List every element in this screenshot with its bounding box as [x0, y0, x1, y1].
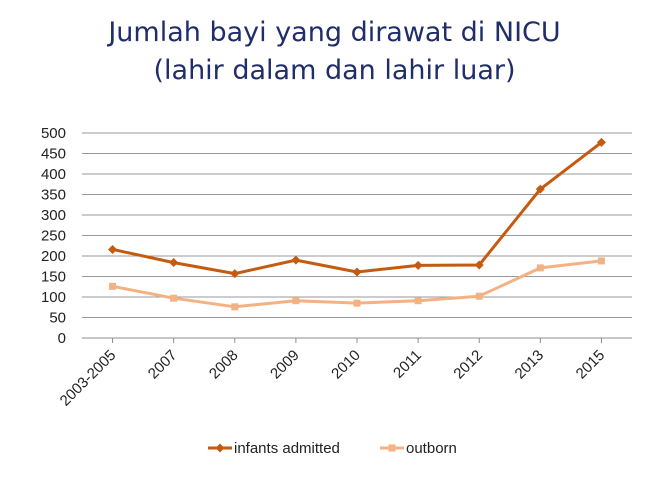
- x-tick-label: 2008: [206, 347, 242, 383]
- data-point-infants-admitted: [535, 184, 545, 194]
- data-point-infants-admitted: [596, 137, 606, 147]
- data-point-infants-admitted: [230, 269, 240, 279]
- data-point-infants-admitted: [352, 267, 362, 277]
- x-tick-label: 2009: [267, 347, 303, 383]
- y-tick-label: 350: [41, 187, 66, 204]
- data-point-infants-admitted: [169, 258, 179, 268]
- y-tick-label: 0: [58, 330, 66, 347]
- data-point-outborn: [536, 264, 544, 272]
- y-tick-label: 300: [41, 207, 66, 224]
- data-point-outborn: [170, 294, 178, 302]
- x-tick-label: 2007: [145, 347, 181, 383]
- data-point-infants-admitted: [291, 255, 301, 265]
- data-point-infants-admitted: [108, 244, 118, 254]
- chart-legend: infants admitted outborn: [208, 440, 457, 457]
- data-point-outborn: [353, 299, 361, 307]
- data-point-outborn: [292, 297, 300, 305]
- y-tick-label: 50: [49, 310, 66, 327]
- legend-marker-infants-admitted: [215, 443, 225, 453]
- data-point-infants-admitted: [413, 260, 423, 270]
- chart-title-line-1: Jumlah bayi yang dirawat di NICU: [108, 17, 561, 48]
- x-axis-tick-labels: 2003-2005 2007 2008 2009 2010 2011 2012 2013 201…: [57, 347, 609, 410]
- x-tick-label: 2012: [450, 347, 486, 383]
- data-point-outborn: [109, 282, 117, 290]
- legend-label-outborn: outborn: [406, 440, 457, 457]
- data-point-outborn: [597, 257, 605, 265]
- gridlines: [82, 132, 632, 343]
- y-tick-label: 400: [41, 166, 66, 183]
- x-tick-label: 2013: [512, 347, 548, 383]
- x-tick-label: 2003-2005: [57, 347, 120, 410]
- chart-title-line-2: (lahir dalam dan lahir luar): [153, 55, 516, 86]
- data-point-outborn: [475, 292, 483, 300]
- data-point-outborn: [231, 303, 239, 311]
- data-point-outborn: [414, 297, 422, 305]
- y-axis-tick-labels: 0 50 100 150 200 250 300 350 400 450 500: [41, 125, 66, 347]
- x-tick-label: 2010: [328, 347, 364, 383]
- legend-label-infants-admitted: infants admitted: [234, 440, 340, 457]
- y-tick-label: 150: [41, 269, 66, 286]
- series-line-infants-admitted: [111, 140, 603, 276]
- y-tick-label: 500: [41, 125, 66, 142]
- chart-series: [108, 137, 606, 311]
- chart-title: Jumlah bayi yang dirawat di NICU (lahir …: [0, 14, 669, 90]
- y-tick-label: 250: [41, 228, 66, 245]
- x-tick-label: 2011: [390, 347, 425, 382]
- y-tick-label: 100: [41, 289, 66, 306]
- x-tick-label: 2015: [573, 347, 609, 383]
- legend-marker-outborn: [388, 444, 396, 452]
- y-tick-label: 200: [41, 248, 66, 265]
- data-point-infants-admitted: [474, 260, 484, 270]
- y-tick-label: 450: [41, 146, 66, 163]
